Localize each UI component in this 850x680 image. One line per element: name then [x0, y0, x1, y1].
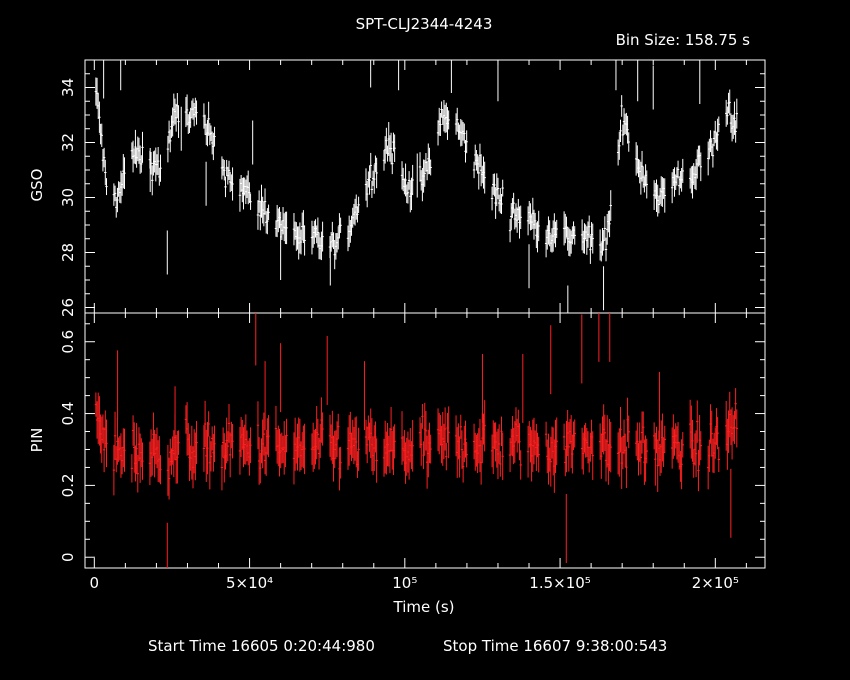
x-tick-label: 1.5×10⁵ — [529, 574, 591, 592]
y-tick-label: 0.2 — [59, 473, 77, 497]
chart-title: SPT-CLJ2344-4243 — [356, 15, 493, 33]
x-axis-label: Time (s) — [393, 598, 455, 616]
gso-panel: 26 28 30 32 34 — [59, 59, 766, 317]
data-series-gso — [94, 60, 739, 313]
pin-y-axis-label: PIN — [28, 428, 46, 453]
y-tick-label: 0.4 — [59, 402, 77, 426]
gso-y-axis-label: GSO — [28, 169, 46, 202]
data-series-pin — [94, 313, 739, 568]
x-tick-label: 0 — [90, 574, 100, 592]
y-tick-label: 30 — [59, 188, 77, 207]
pin-panel: 0 0.2 0.4 0.6 — [59, 312, 766, 569]
bin-size-label: Bin Size: 158.75 s — [616, 31, 751, 49]
x-tick-label: 5×10⁴ — [226, 574, 273, 592]
x-tick-label: 10⁵ — [392, 574, 417, 592]
y-tick-label: 34 — [59, 78, 77, 97]
panel-frame-1 — [84, 312, 766, 569]
x-tick-label: 2×10⁵ — [692, 574, 739, 592]
y-tick-label: 26 — [59, 298, 77, 317]
start-time-label: Start Time 16605 0:20:44:980 — [148, 637, 375, 655]
stop-time-label: Stop Time 16607 9:38:00:543 — [443, 637, 667, 655]
y-tick-label: 28 — [59, 243, 77, 262]
y-tick-label: 0.6 — [59, 330, 77, 354]
x-tick-labels: 0 5×10⁴ 10⁵ 1.5×10⁵ 2×10⁵ — [90, 574, 739, 592]
y-tick-label: 32 — [59, 133, 77, 152]
y-tick-label: 0 — [59, 552, 77, 562]
